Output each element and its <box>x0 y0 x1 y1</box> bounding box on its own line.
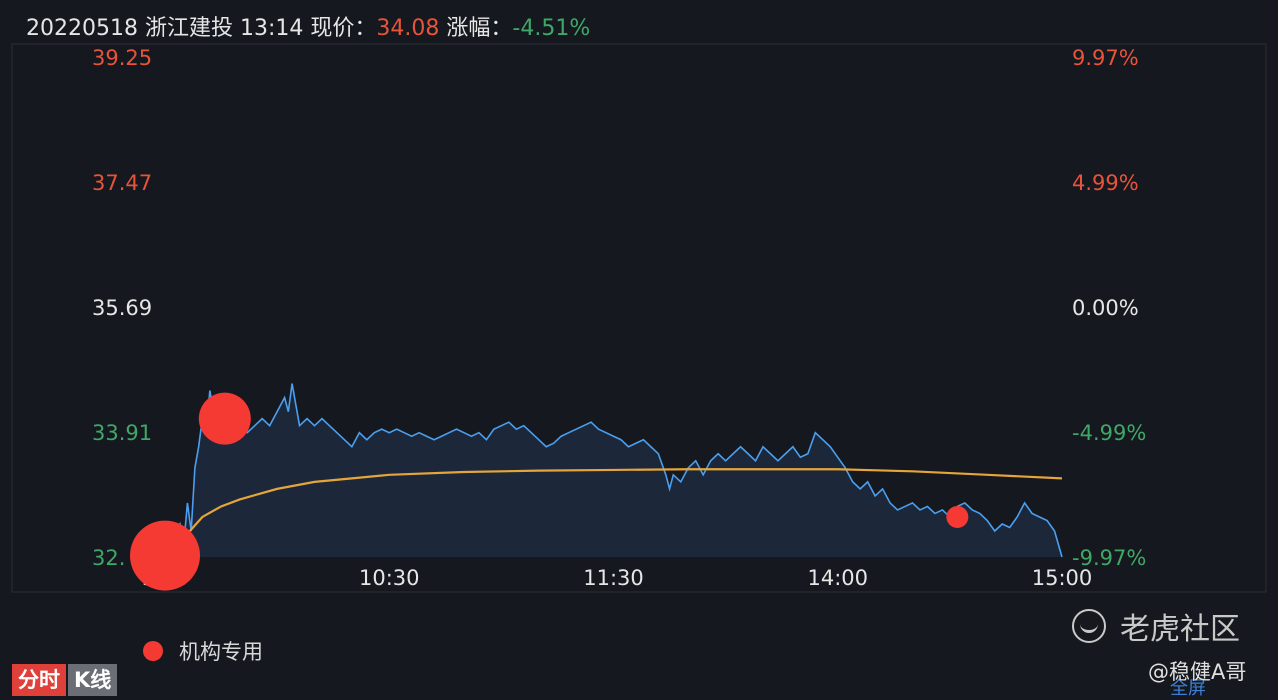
legend-marker-icon <box>143 641 163 661</box>
x-tick-label: 10:30 <box>359 566 420 590</box>
chart-tabs: 分时 K线 <box>12 664 118 696</box>
header-price-value: 34.08 <box>376 16 440 41</box>
y-right-tick-label: 0.00% <box>1072 296 1139 320</box>
header-price-label: 现价： <box>310 16 377 41</box>
average-price-line <box>164 468 1063 557</box>
y-right-tick-label: -4.99% <box>1072 421 1146 445</box>
author-tag: @稳健A哥 <box>1148 660 1247 684</box>
institution-marker <box>130 520 200 591</box>
y-left-tick-label: 33.91 <box>92 421 152 445</box>
watermark-text: 老虎社区 <box>1120 612 1240 647</box>
header-date: 20220518 <box>26 16 138 41</box>
y-right-tick-label: -9.97% <box>1072 546 1146 570</box>
institution-marker <box>198 392 251 445</box>
institution-marker <box>946 505 969 528</box>
chart-panel-border <box>11 43 1267 593</box>
y-left-tick-label: 35.69 <box>92 296 152 320</box>
header-change-value: -4.51% <box>512 16 591 41</box>
header-change-label: 涨幅： <box>446 16 513 41</box>
chart-header: 20220518 浙江建投 13:14 现价：34.08 涨幅：-4.51% <box>26 10 590 42</box>
watermark: 老虎社区 <box>1072 604 1240 648</box>
header-stock-name: 浙江建投 <box>144 16 233 41</box>
header-time: 13:14 <box>240 16 304 41</box>
x-tick-label: 11:30 <box>583 566 644 590</box>
y-left-tick-label: 37.47 <box>92 171 152 195</box>
tab-kline[interactable]: K线 <box>68 664 118 696</box>
legend: 机构专用 <box>143 636 263 666</box>
y-left-tick-label: 39.25 <box>92 46 152 70</box>
tab-intraday[interactable]: 分时 <box>12 664 66 696</box>
y-right-tick-label: 4.99% <box>1072 171 1139 195</box>
x-tick-label: 14:00 <box>807 566 868 590</box>
fullscreen-button[interactable]: 全屏 <box>1170 678 1206 699</box>
legend-label: 机构专用 <box>179 640 263 664</box>
x-tick-label: 15:00 <box>1032 566 1093 590</box>
y-left-tick-label: 32. <box>92 546 125 570</box>
tiger-logo-icon <box>1072 609 1106 643</box>
y-right-tick-label: 9.97% <box>1072 46 1139 70</box>
price-line <box>164 383 1063 558</box>
